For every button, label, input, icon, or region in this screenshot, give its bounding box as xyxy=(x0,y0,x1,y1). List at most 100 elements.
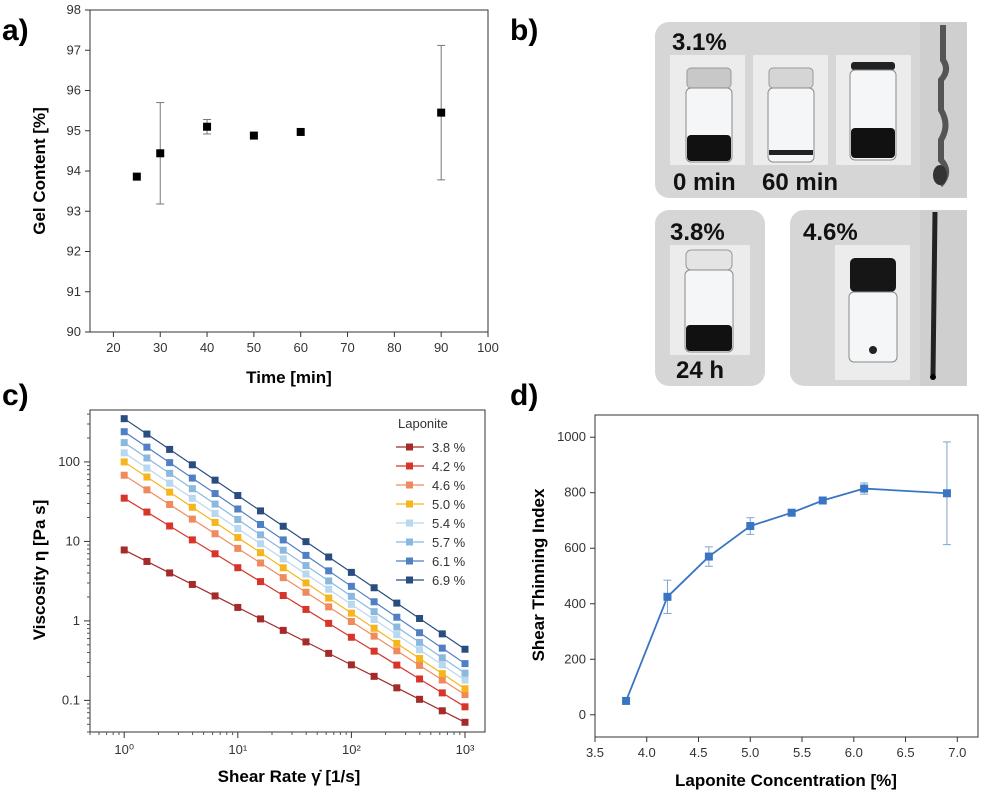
panel-c-point xyxy=(120,458,128,466)
panel-d-frame xyxy=(594,414,979,738)
panel-c-point xyxy=(325,594,333,602)
panel-c-point xyxy=(279,574,287,582)
panel-c-legend-marker xyxy=(406,538,413,546)
vial-3.1-inverted xyxy=(849,62,897,161)
panel-d-xtick-label: 3.5 xyxy=(586,745,604,760)
panel-c-point xyxy=(393,623,401,631)
panel-c-legend-title: Laponite xyxy=(398,416,448,431)
panel-d-ytick-label: 800 xyxy=(564,485,586,500)
panel-c-point xyxy=(166,522,174,530)
panel-c-point xyxy=(416,646,424,654)
panel-c-point xyxy=(325,577,333,585)
panel-d-ylabel: Shear Thinning Index xyxy=(529,488,548,661)
panel-c-point xyxy=(325,585,333,593)
panel-c-point xyxy=(416,695,424,703)
panel-c-point xyxy=(347,600,355,608)
panel-d-point xyxy=(746,522,755,531)
panel-a-chart: 20 30 40 50 60 70 80 90 100 90 91 92 93 94 95 96 97 98 Ti… xyxy=(30,2,499,387)
panel-c-point xyxy=(438,630,446,638)
panel-c-point xyxy=(416,675,424,683)
panel-c-point xyxy=(143,508,151,516)
panel-a-xtick-label: 60 xyxy=(293,340,307,355)
panel-c-point xyxy=(302,562,310,570)
panel-a-label: a) xyxy=(2,14,29,47)
panel-c-ytick-label: 0.1 xyxy=(62,692,80,707)
panel-c-point xyxy=(347,592,355,600)
panel-c-ytick-label: 1 xyxy=(73,613,80,628)
panel-c-point xyxy=(234,505,242,513)
panel-c-point xyxy=(393,639,401,647)
panel-c-ylabel: Viscosity η [Pa s] xyxy=(30,500,49,640)
panel-d-point xyxy=(787,508,796,517)
panel-c-point xyxy=(234,544,242,552)
panel-c-point xyxy=(347,582,355,590)
panel-d-point xyxy=(622,696,631,705)
panel-a-xtick-label: 80 xyxy=(387,340,401,355)
panel-c-point xyxy=(370,584,378,592)
panel-b-label: b) xyxy=(510,14,538,47)
panel-d-xtick-label: 4.5 xyxy=(689,745,707,760)
panel-c-point xyxy=(188,580,196,588)
panel-c-point xyxy=(438,644,446,652)
panel-c-point xyxy=(279,626,287,634)
panel-c-point xyxy=(120,439,128,447)
vial-60min xyxy=(767,67,815,163)
panel-d-xtick-label: 7.0 xyxy=(948,745,966,760)
panel-c-point xyxy=(188,494,196,502)
panel-c-point xyxy=(257,531,265,539)
panel-d-point xyxy=(818,496,827,505)
panel-c-point xyxy=(393,613,401,621)
panel-a-ytick-label: 91 xyxy=(67,284,81,299)
panel-c-point xyxy=(211,509,219,517)
panel-c-point xyxy=(438,670,446,678)
panel-c-point xyxy=(234,525,242,533)
panel-c-point xyxy=(416,661,424,669)
label-3.8: 3.8% xyxy=(670,219,725,246)
panel-c-point xyxy=(461,660,469,668)
panel-a-xtick-label: 90 xyxy=(434,340,448,355)
panel-c-series-line xyxy=(123,442,466,674)
panel-c-point xyxy=(211,518,219,526)
panel-a-ytick-label: 97 xyxy=(67,42,81,57)
panel-c-xtick-label: 10⁰ xyxy=(114,742,134,757)
panel-d-chart: 3.5 4.0 4.5 5.0 5.5 6.0 6.5 7.0 0 200 400 600 800 100… xyxy=(529,414,979,790)
panel-c-xtick-label: 10¹ xyxy=(228,742,247,757)
panel-c-legend-marker xyxy=(406,557,413,565)
panel-c-point xyxy=(347,618,355,626)
panel-c-point xyxy=(143,557,151,565)
panel-c-point xyxy=(279,522,287,530)
panel-c-series-line xyxy=(123,452,466,681)
panel-c-ytick-label: 10 xyxy=(66,533,80,548)
panel-c-series-line xyxy=(123,418,466,650)
panel-a-point xyxy=(249,131,258,140)
vial-24h xyxy=(684,249,734,353)
panel-c-legend-label: 5.0 % xyxy=(432,497,466,512)
panel-c-point xyxy=(166,569,174,577)
panel-c-point xyxy=(302,579,310,587)
panel-c-point xyxy=(302,605,310,613)
filament-strand-top xyxy=(933,25,950,188)
panel-c-series-line xyxy=(123,474,466,696)
panel-c-point xyxy=(461,676,469,684)
panel-c-point xyxy=(416,638,424,646)
panel-c-legend-label: 6.9 % xyxy=(432,573,466,588)
panel-c-legend-marker xyxy=(406,462,413,470)
panel-c-point xyxy=(166,479,174,487)
panel-c-point xyxy=(325,619,333,627)
panel-c-point xyxy=(143,473,151,481)
panel-c-ytick-label: 100 xyxy=(58,454,80,469)
panel-d-xtick-label: 5.5 xyxy=(793,745,811,760)
panel-a-xtick-label: 70 xyxy=(340,340,354,355)
panel-c-point xyxy=(325,649,333,657)
panel-c-point xyxy=(143,430,151,438)
panel-c-point xyxy=(370,608,378,616)
panel-c-point xyxy=(211,530,219,538)
panel-c-point xyxy=(438,654,446,662)
panel-c-point xyxy=(370,615,378,623)
filament-photo-bottom xyxy=(920,210,967,386)
panel-a-ytick-label: 95 xyxy=(67,123,81,138)
panel-c-point xyxy=(257,549,265,557)
panel-d-xtick-label: 4.0 xyxy=(638,745,656,760)
panel-c-point xyxy=(143,486,151,494)
